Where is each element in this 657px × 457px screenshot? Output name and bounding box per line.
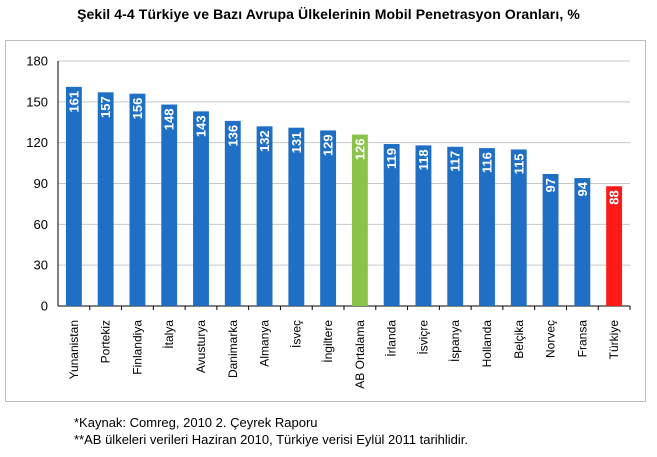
chart-title: Şekil 4-4 Türkiye ve Bazı Avrupa Ülkeler… bbox=[77, 6, 580, 22]
y-tick-label: 60 bbox=[34, 217, 48, 232]
data-label: 118 bbox=[416, 149, 431, 170]
bar-11 bbox=[383, 144, 400, 306]
bar-15 bbox=[510, 149, 527, 306]
x-tick-label: İngiltere bbox=[321, 320, 335, 363]
x-tick-label: İspanya bbox=[448, 320, 462, 362]
x-tick-label: Fransa bbox=[575, 320, 589, 358]
data-label: 143 bbox=[194, 115, 209, 137]
bar-7 bbox=[256, 126, 273, 306]
bar-14 bbox=[479, 148, 495, 306]
data-label: 97 bbox=[543, 178, 558, 192]
x-tick-label: Almanya bbox=[258, 320, 272, 367]
bar-10 bbox=[351, 134, 368, 306]
data-label: 115 bbox=[511, 153, 526, 174]
bar-6 bbox=[224, 120, 241, 306]
data-label: 157 bbox=[98, 96, 113, 118]
chart-frame bbox=[5, 40, 646, 402]
data-label: 131 bbox=[289, 132, 304, 154]
y-tick-label: 120 bbox=[26, 135, 48, 150]
bar-2 bbox=[97, 92, 114, 306]
x-tick-label: Norveç bbox=[544, 320, 558, 358]
footnote: **AB ülkeleri verileri Haziran 2010, Tür… bbox=[74, 432, 469, 447]
data-label: 126 bbox=[352, 139, 367, 161]
bar-8 bbox=[288, 127, 305, 306]
bar-3 bbox=[129, 93, 146, 307]
x-tick-label: İtalya bbox=[162, 320, 176, 349]
bar-13 bbox=[447, 146, 464, 306]
bar-16 bbox=[542, 173, 559, 306]
x-tick-label: İsveç bbox=[289, 320, 303, 348]
data-label: 129 bbox=[321, 134, 336, 156]
x-tick-label: Danimarka bbox=[226, 320, 240, 378]
x-tick-label: Hollanda bbox=[480, 320, 494, 368]
y-tick-label: 90 bbox=[34, 176, 48, 191]
data-label: 119 bbox=[384, 148, 399, 169]
x-tick-label: Avusturya bbox=[194, 320, 208, 373]
x-tick-label: AB Ortalama bbox=[353, 320, 367, 389]
x-tick-label: Türkiye bbox=[607, 320, 621, 360]
data-label: 117 bbox=[448, 151, 463, 172]
x-tick-label: Finlandiya bbox=[130, 320, 144, 375]
data-label: 94 bbox=[575, 181, 590, 196]
data-label: 132 bbox=[257, 130, 272, 152]
data-label: 161 bbox=[66, 91, 81, 113]
x-tick-label: İsviçre bbox=[416, 320, 430, 355]
data-label: 156 bbox=[130, 98, 145, 120]
bar-18 bbox=[606, 186, 623, 306]
chart-notes: *Kaynak: Comreg, 2010 2. Çeyrek Raporu *… bbox=[74, 414, 468, 448]
bar-12 bbox=[415, 145, 432, 306]
bar-5 bbox=[193, 111, 209, 306]
bar-4 bbox=[161, 104, 178, 306]
y-tick-label: 30 bbox=[34, 258, 48, 273]
x-tick-label: Portekiz bbox=[99, 320, 113, 363]
source-note: *Kaynak: Comreg, 2010 2. Çeyrek Raporu bbox=[74, 415, 318, 430]
data-label: 116 bbox=[480, 152, 495, 173]
data-label: 136 bbox=[225, 125, 240, 147]
data-label: 88 bbox=[607, 190, 622, 204]
x-tick-label: Yunanistan bbox=[67, 320, 81, 379]
bar-1 bbox=[65, 86, 82, 306]
x-tick-label: Belçika bbox=[512, 320, 526, 359]
data-label: 148 bbox=[162, 109, 177, 131]
x-tick-label: İrlanda bbox=[385, 320, 399, 357]
bar-9 bbox=[320, 130, 337, 306]
y-tick-label: 150 bbox=[26, 94, 48, 109]
bar-17 bbox=[574, 178, 591, 306]
y-tick-label: 180 bbox=[26, 54, 48, 69]
y-tick-label: 0 bbox=[41, 299, 48, 314]
